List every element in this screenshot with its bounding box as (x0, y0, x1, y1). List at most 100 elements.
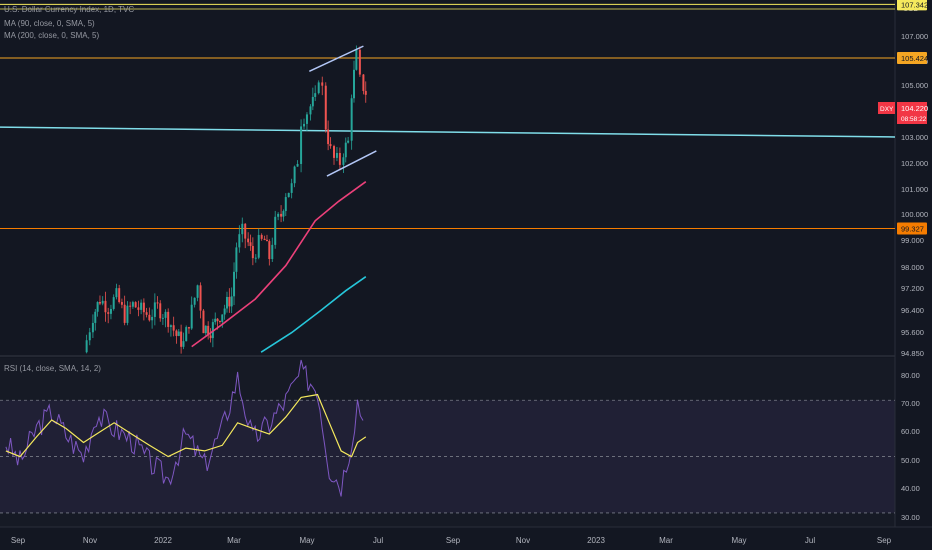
price-axis-tick: 94.850 (901, 349, 924, 358)
candle-body (167, 311, 170, 327)
candle-body (218, 321, 221, 323)
candle-body (142, 302, 145, 313)
time-axis-label: May (299, 536, 314, 545)
time-axis-label: Sep (446, 536, 461, 545)
candle-body (228, 296, 231, 307)
rsi-axis-tick: 60.00 (901, 427, 920, 436)
candle-body (282, 211, 285, 217)
candle-body (115, 288, 118, 298)
candle-body (230, 296, 233, 307)
candle-body (277, 213, 280, 217)
candle-body (156, 302, 159, 304)
candle-body (338, 152, 341, 165)
rsi-axis-tick: 80.00 (901, 371, 920, 380)
countdown-label: 08:58:22 (901, 116, 927, 123)
candle-body (268, 241, 271, 260)
rsi-axis-tick: 30.00 (901, 513, 920, 522)
candle-body (107, 312, 110, 314)
candle-body (209, 335, 212, 339)
candle-body (247, 238, 250, 243)
candle-body (159, 303, 162, 319)
candle-body (314, 93, 317, 97)
candle-body (350, 98, 353, 141)
price-axis-tick: 101.000 (901, 185, 928, 194)
time-axis-label: 2022 (154, 536, 172, 545)
rsi-axis-tick: 70.00 (901, 399, 920, 408)
candle-body (134, 302, 137, 308)
candle-body (91, 322, 94, 333)
candle-body (358, 49, 361, 75)
candle-body (145, 312, 148, 315)
candle-body (118, 288, 121, 303)
candle-body (151, 316, 154, 321)
ma90-legend[interactable]: MA (90, close, 0, SMA, 5) (4, 19, 95, 28)
candle-body (214, 318, 217, 323)
candle-body (223, 308, 226, 315)
candle-body (249, 242, 252, 246)
candle-body (300, 126, 303, 164)
time-axis-label: Jul (805, 536, 815, 545)
candle-body (317, 82, 320, 94)
candle-body (284, 197, 287, 212)
candle-body (274, 216, 277, 245)
candle-body (112, 297, 115, 309)
candle-body (238, 234, 241, 248)
candle-body (309, 106, 312, 115)
candle-body (187, 327, 190, 329)
candle-body (347, 140, 350, 143)
candle-body (335, 152, 338, 158)
candle-body (355, 49, 358, 70)
candle-body (161, 317, 164, 319)
channel-lower-line[interactable] (326, 150, 377, 177)
candle-body (257, 234, 260, 258)
ma200-legend[interactable]: MA (200, close, 0, SMA, 5) (4, 31, 100, 40)
candle-body (193, 297, 196, 305)
price-axis-tick: 107.000 (901, 32, 928, 41)
candle-body (280, 213, 283, 217)
candle-body (196, 285, 199, 298)
candle-body (126, 305, 129, 323)
time-axis-label: 2023 (587, 536, 605, 545)
candle-body (287, 192, 290, 198)
candle-body (254, 257, 257, 259)
candle-body (131, 302, 134, 307)
channel-upper-line[interactable] (308, 45, 364, 72)
candle-body (311, 96, 314, 107)
current-price-label: 104.220 (901, 104, 928, 113)
rsi-line[interactable] (5, 359, 364, 497)
time-axis-label: Sep (877, 536, 892, 545)
price-badge-label: 105.424 (901, 54, 928, 63)
candle-body (233, 271, 236, 297)
candle-body (202, 310, 205, 334)
candle-body (327, 129, 330, 145)
ma200-line[interactable] (260, 276, 367, 353)
price-badge-label: 99.327 (901, 224, 924, 233)
candle-body (321, 82, 324, 86)
candle-body (271, 244, 274, 260)
price-badge (897, 222, 927, 235)
candle-body (296, 163, 299, 167)
candle-body (180, 331, 183, 347)
price-axis-tick: 102.000 (901, 159, 928, 168)
price-axis-tick: 100.000 (901, 210, 928, 219)
candle-body (263, 238, 266, 240)
candle-body (221, 314, 224, 322)
candle-body (329, 144, 332, 147)
candle-body (109, 308, 112, 314)
candle-body (251, 245, 254, 259)
candle-body (96, 302, 99, 312)
candle-body (199, 285, 202, 311)
time-axis-label: May (731, 536, 746, 545)
candle-body (169, 325, 172, 327)
candle-body (175, 330, 178, 336)
candle-body (123, 304, 126, 323)
ma90-line[interactable] (191, 181, 367, 348)
price-badge (897, 0, 927, 11)
candle-body (362, 74, 365, 91)
candle-body (164, 311, 167, 318)
rsi-sma-line[interactable] (5, 393, 367, 458)
candle-body (342, 157, 345, 165)
trend-line[interactable] (0, 126, 896, 138)
rsi-legend[interactable]: RSI (14, close, SMA, 14, 2) (4, 364, 101, 373)
